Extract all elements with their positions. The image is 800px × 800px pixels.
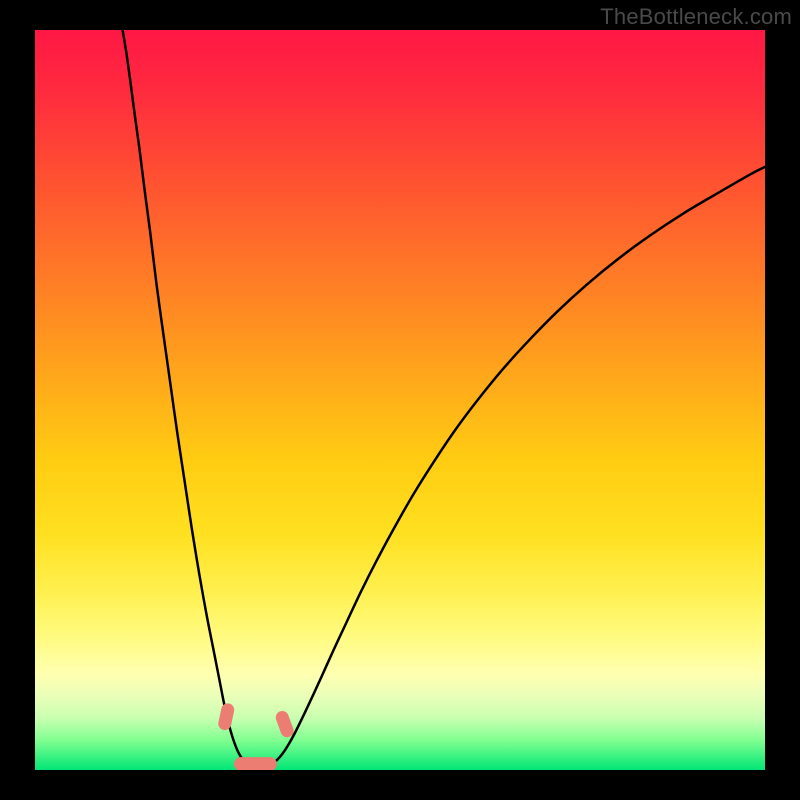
chart-container: TheBottleneck.com [0, 0, 800, 800]
marker-bottom [234, 758, 276, 771]
bottleneck-chart [0, 0, 800, 800]
watermark-text: TheBottleneck.com [600, 4, 792, 30]
plot-background [35, 30, 765, 770]
